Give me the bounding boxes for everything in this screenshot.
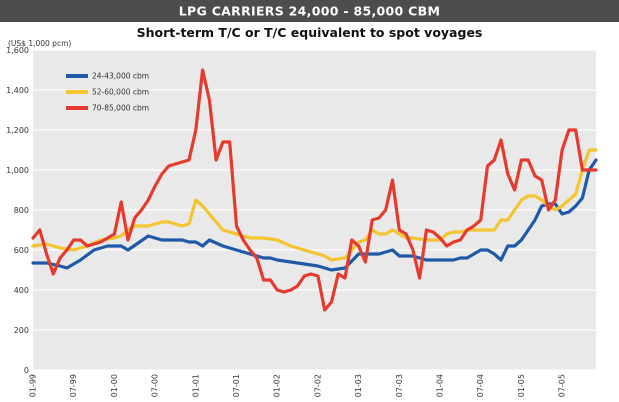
y-axis-ticks: 0 200 400 600 800 1,000 1,200 1,400 1,600 xyxy=(6,46,29,375)
x-tick-label: 07-05 xyxy=(558,374,567,397)
x-tick-label: 07-03 xyxy=(395,374,404,397)
series-line-2 xyxy=(31,68,598,312)
x-tick-label: 01-03 xyxy=(354,374,363,397)
y-tick-label: 1,000 xyxy=(6,166,29,175)
x-tick-label: 01-99 xyxy=(29,374,38,397)
chart-subtitle: Short-term T/C or T/C equivalent to spot… xyxy=(137,25,483,40)
gridlines xyxy=(33,49,596,371)
y-tick-label: 200 xyxy=(14,326,29,335)
x-axis-ticks: 01-99 07-99 01-00 07-00 01-01 07-01 01-02 07-02… xyxy=(29,374,567,397)
x-tick-label: 07-00 xyxy=(151,374,160,397)
x-tick-label: 01-02 xyxy=(273,374,282,397)
legend: 24-43,000 cbm 52-60,000 cbm 70-85,000 cb… xyxy=(66,72,149,113)
y-tick-label: 1,200 xyxy=(6,126,29,135)
series-line-0 xyxy=(31,158,598,272)
y-tick-label: 400 xyxy=(14,286,29,295)
x-tick-label: 01-01 xyxy=(191,374,200,397)
x-tick-label: 07-04 xyxy=(476,374,485,397)
legend-label-24-43000: 24-43,000 cbm xyxy=(92,72,149,81)
chart-title: LPG CARRIERS 24,000 - 85,000 CBM xyxy=(179,4,440,19)
y-tick-label: 1,400 xyxy=(6,86,29,95)
series-lines xyxy=(31,68,598,312)
legend-label-52-60000: 52-60,000 cbm xyxy=(92,88,149,97)
x-tick-label: 07-01 xyxy=(232,374,241,397)
y-tick-label: 1,600 xyxy=(6,46,29,55)
y-tick-label: 0 xyxy=(24,366,29,375)
x-tick-label: 01-04 xyxy=(435,374,444,397)
x-tick-label: 07-02 xyxy=(313,374,322,397)
x-tick-label: 07-99 xyxy=(69,374,78,397)
x-tick-label: 01-05 xyxy=(517,374,526,397)
title-banner xyxy=(0,0,619,22)
y-axis-label: (US$ 1,000 pcm) xyxy=(8,39,71,48)
y-tick-label: 800 xyxy=(14,206,29,215)
legend-label-70-85000: 70-85,000 cbm xyxy=(92,104,149,113)
y-tick-label: 600 xyxy=(14,246,29,255)
x-tick-label: 01-00 xyxy=(110,374,119,397)
